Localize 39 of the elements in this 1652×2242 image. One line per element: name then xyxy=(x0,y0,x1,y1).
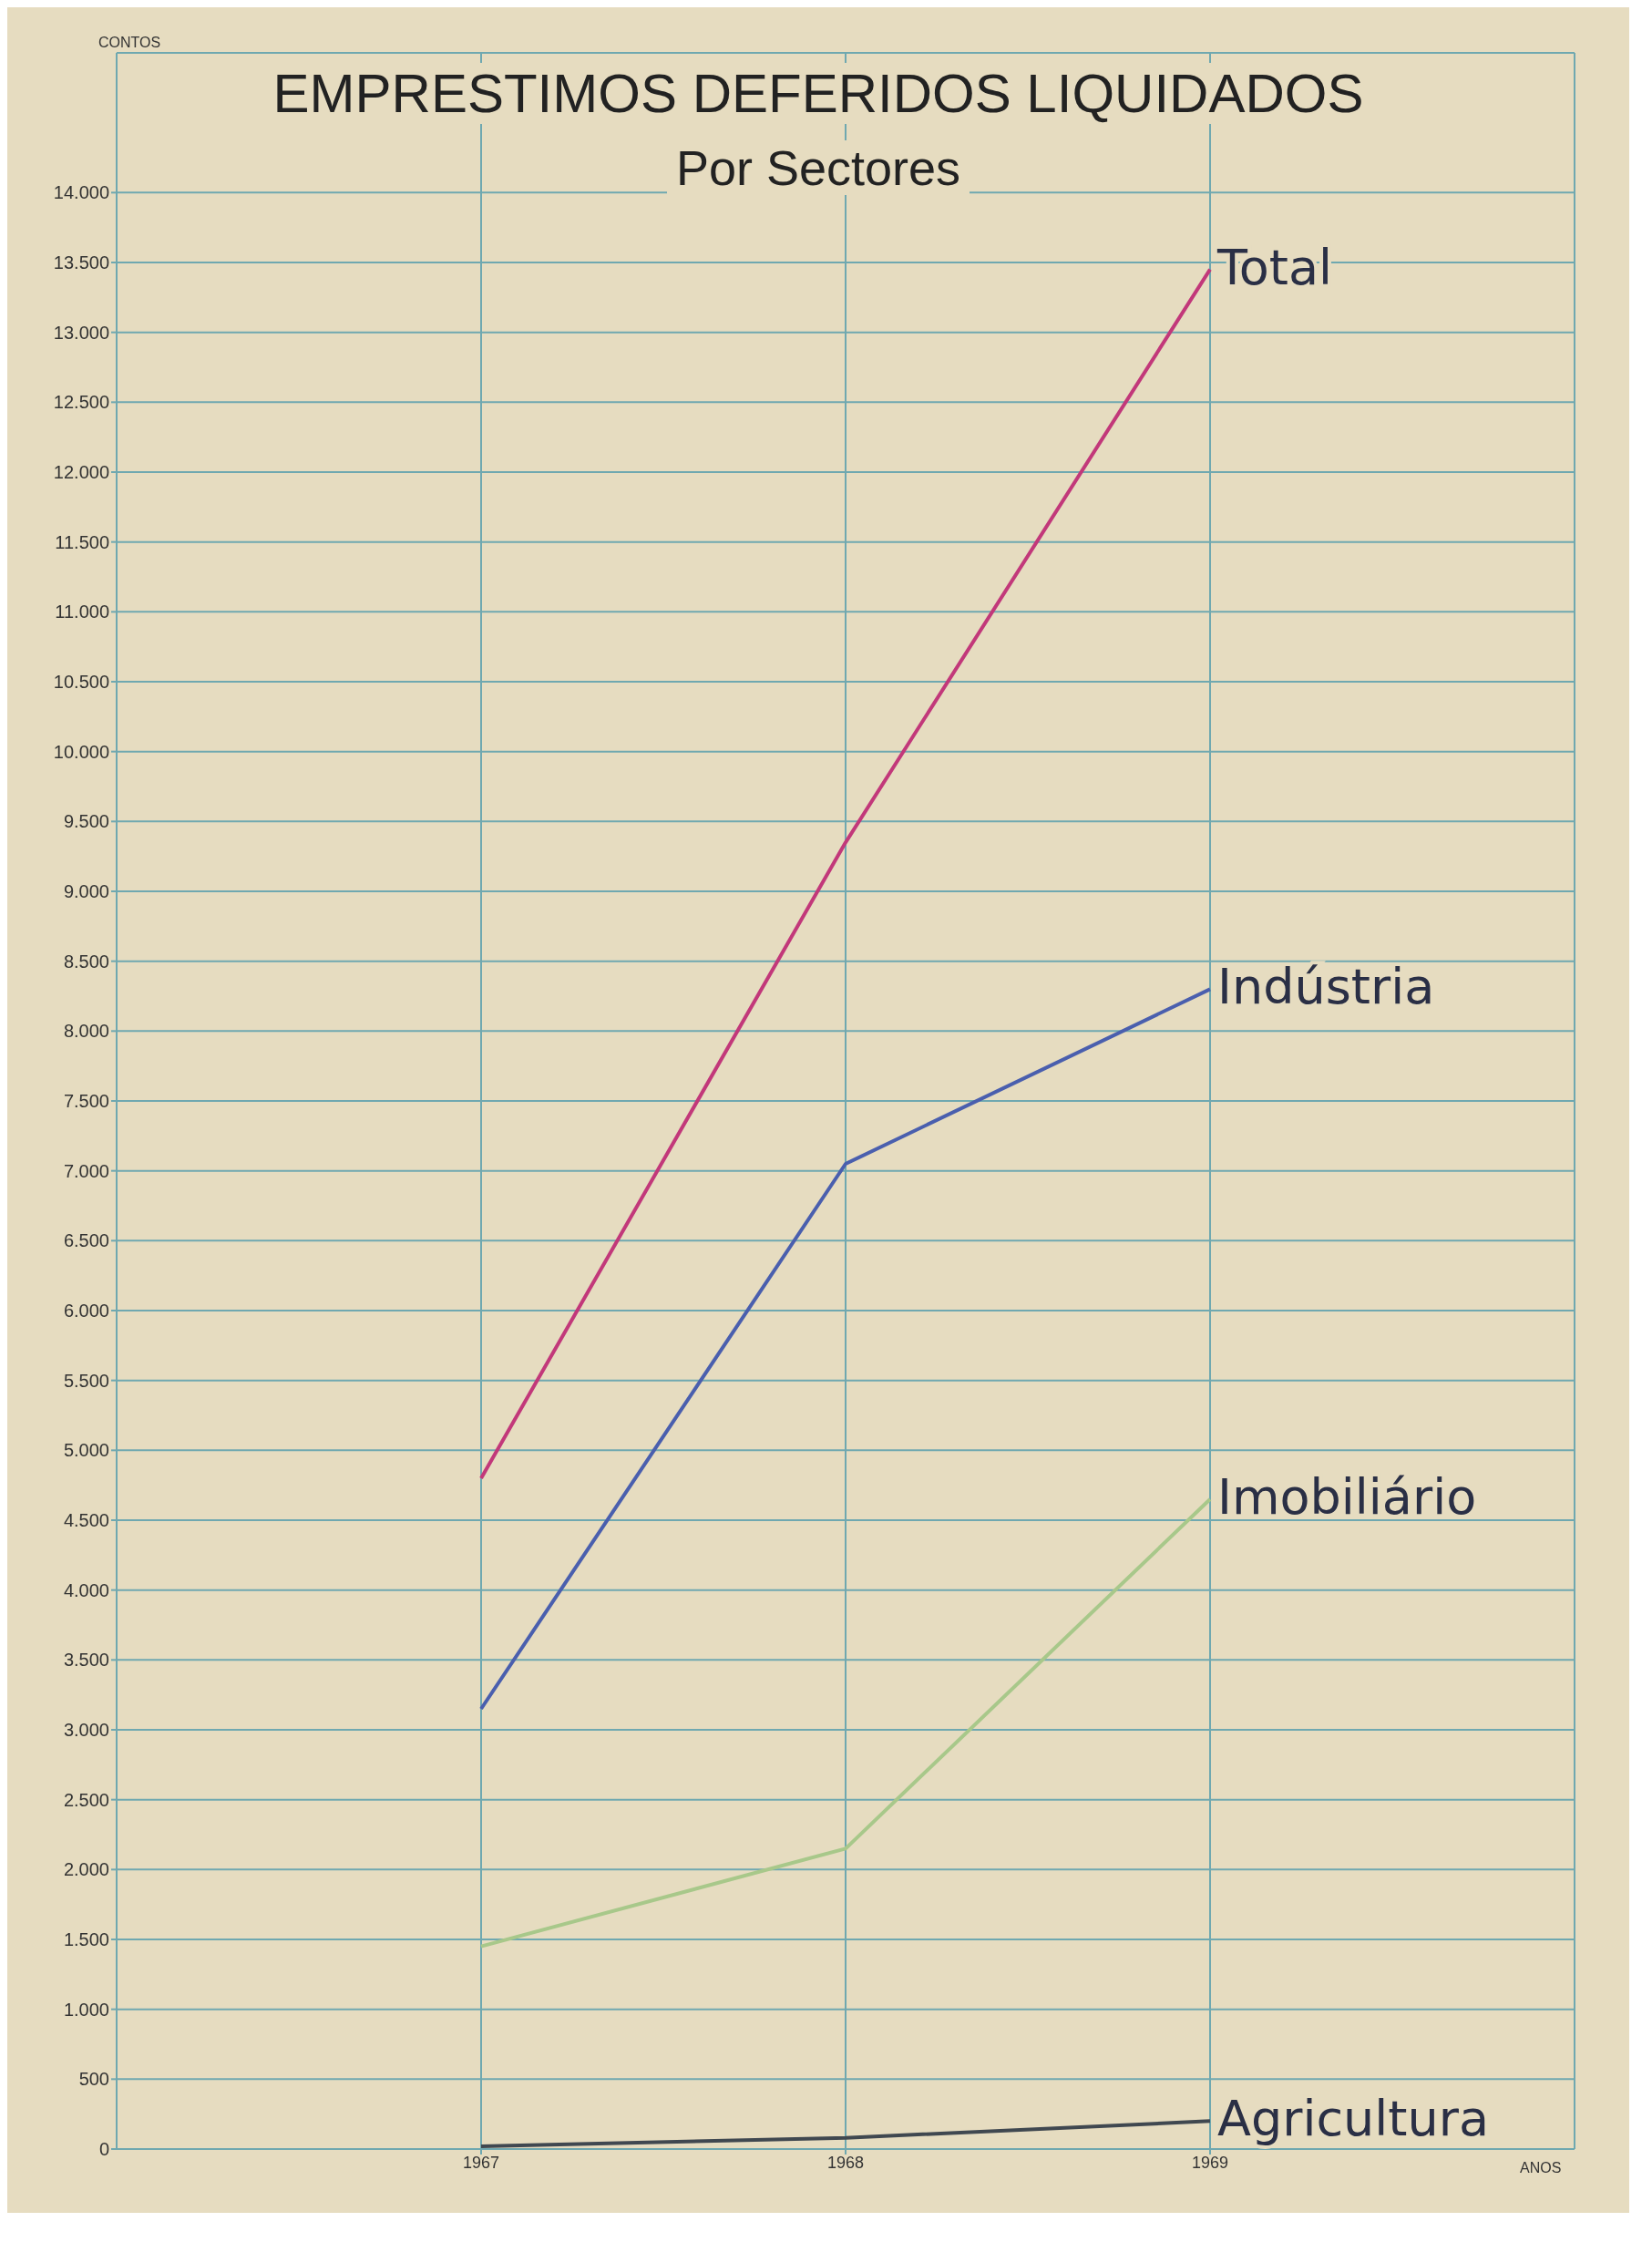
y-tick-label: 5.500 xyxy=(63,1370,109,1391)
y-tick-label: 12.000 xyxy=(53,462,109,483)
y-tick-label: 11.500 xyxy=(55,531,109,552)
y-tick-label: 9.000 xyxy=(63,881,109,902)
y-tick-label: 10.000 xyxy=(53,741,109,762)
y-tick-label: 2.000 xyxy=(63,1859,109,1880)
y-tick-label: 13.000 xyxy=(53,322,109,343)
y-tick-label: 14.000 xyxy=(53,182,109,203)
y-tick-label: 8.500 xyxy=(63,951,109,972)
y-tick-label: 0 xyxy=(98,2139,109,2160)
y-tick-label: 3.000 xyxy=(63,1720,109,1741)
x-axis-title: ANOS xyxy=(1520,2160,1562,2176)
y-tick-label: 10.500 xyxy=(53,672,109,693)
y-tick-label: 8.000 xyxy=(63,1021,109,1042)
y-tick-label: 7.000 xyxy=(63,1160,109,1181)
chart-title: EMPRESTIMOS DEFERIDOS LIQUIDADOS xyxy=(263,63,1373,124)
y-tick-label: 6.000 xyxy=(63,1301,109,1322)
y-tick-label: 6.500 xyxy=(63,1230,109,1251)
x-tick-label: 1969 xyxy=(1191,2153,1229,2172)
y-axis-title: CONTOS xyxy=(98,35,161,51)
text: Por Sectores xyxy=(666,140,970,195)
x-tick-label: 1967 xyxy=(462,2153,500,2172)
y-tick-label: 9.500 xyxy=(63,811,109,832)
y-tick-label: 1.000 xyxy=(63,1999,109,2020)
y-tick-label: 12.500 xyxy=(53,392,109,413)
y-tick-label: 2.500 xyxy=(63,1789,109,1810)
y-tick-label: 4.500 xyxy=(63,1510,109,1531)
series-label: Agricultura xyxy=(1217,2090,1490,2148)
y-tick-label: 11.000 xyxy=(55,602,109,622)
y-tick-label: 5.000 xyxy=(63,1440,109,1461)
x-tick-label: 1968 xyxy=(826,2153,865,2172)
y-tick-label: 1.500 xyxy=(63,1929,109,1950)
y-tick-label: 3.500 xyxy=(63,1650,109,1671)
series-label: Imobiliário xyxy=(1217,1468,1477,1526)
y-tick-label: 500 xyxy=(78,2069,109,2090)
y-tick-label: 7.500 xyxy=(63,1091,109,1112)
y-tick-label: 4.000 xyxy=(63,1579,109,1600)
y-tick-label: 13.500 xyxy=(53,252,109,273)
series-label: Indústria xyxy=(1217,958,1435,1016)
